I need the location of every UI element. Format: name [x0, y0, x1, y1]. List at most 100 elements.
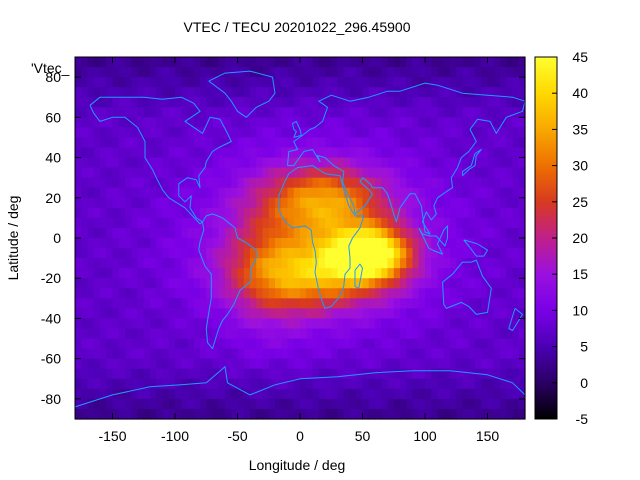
heat-cell: [200, 298, 207, 309]
heat-cell: [362, 388, 370, 400]
heat-cell: [318, 378, 326, 390]
heat-cell: [337, 227, 345, 239]
heat-cell: [93, 97, 101, 108]
heat-cell: [112, 338, 120, 350]
heat-cell: [137, 348, 145, 360]
heat-cell: [206, 308, 214, 320]
heat-cell: [206, 398, 214, 410]
heat-cell: [362, 57, 370, 68]
heat-cell: [243, 368, 251, 380]
heat-cell: [225, 107, 232, 118]
heat-cell: [481, 348, 489, 360]
heat-cell: [318, 328, 326, 340]
heat-cell: [368, 358, 376, 370]
heat-cell: [325, 318, 332, 330]
heat-cell: [456, 117, 464, 128]
heat-cell: [262, 318, 270, 330]
heat-cell: [312, 268, 320, 279]
heat-cell: [262, 107, 270, 118]
heat-cell: [443, 187, 451, 199]
heat-cell: [350, 268, 357, 279]
heat-cell: [118, 157, 126, 169]
heat-cell: [456, 358, 464, 370]
heat-cell: [218, 97, 226, 108]
heat-cell: [312, 338, 320, 350]
heat-cell: [293, 137, 301, 149]
heat-cell: [256, 67, 264, 78]
heat-cell: [275, 157, 282, 169]
heat-cell: [150, 97, 157, 108]
heat-cell: [506, 167, 514, 179]
heat-cell: [112, 97, 120, 108]
heat-cell: [143, 117, 151, 128]
heat-cell: [412, 348, 420, 360]
heat-cell: [237, 117, 245, 128]
heat-cell: [450, 278, 457, 289]
heat-cell: [225, 97, 232, 108]
heat-cell: [293, 177, 301, 189]
heat-cell: [93, 137, 101, 149]
heat-cell: [143, 107, 151, 118]
heat-cell: [343, 318, 351, 330]
heat-cell: [137, 308, 145, 320]
heat-cell: [181, 248, 189, 259]
heat-cell: [168, 187, 176, 199]
heat-cell: [356, 117, 364, 128]
heat-cell: [368, 278, 376, 289]
heat-cell: [150, 127, 157, 139]
heat-cell: [400, 368, 407, 380]
heat-cell: [337, 187, 345, 199]
heat-cell: [256, 167, 264, 179]
heat-cell: [181, 318, 189, 330]
heat-cell: [375, 238, 382, 249]
heat-cell: [306, 67, 314, 78]
heat-cell: [175, 87, 182, 98]
heat-cell: [212, 288, 220, 299]
heat-cell: [306, 187, 314, 199]
heat-cell: [193, 117, 201, 128]
heat-cell: [218, 227, 226, 239]
heat-cell: [300, 288, 307, 299]
heat-cell: [100, 388, 107, 400]
heat-cell: [131, 388, 139, 400]
heat-cell: [112, 408, 120, 420]
heat-cell: [425, 278, 432, 289]
heat-cell: [443, 318, 451, 330]
heat-cell: [318, 157, 326, 169]
heat-cell: [112, 117, 120, 128]
heat-cell: [287, 328, 295, 340]
heat-cell: [175, 117, 182, 128]
heat-cell: [306, 87, 314, 98]
heat-cell: [506, 217, 514, 229]
heat-cell: [93, 127, 101, 139]
heat-cell: [493, 187, 501, 199]
heat-cell: [175, 338, 182, 350]
heat-cell: [75, 378, 82, 390]
heat-cell: [381, 67, 389, 78]
heat-cell: [118, 388, 126, 400]
heat-cell: [506, 378, 514, 390]
heat-cell: [256, 177, 264, 189]
heat-cell: [225, 348, 232, 360]
heat-cell: [218, 338, 226, 350]
heat-cell: [93, 338, 101, 350]
heat-cell: [318, 187, 326, 199]
heat-cell: [356, 258, 364, 269]
heat-cell: [425, 127, 432, 139]
heat-cell: [443, 368, 451, 380]
heat-cell: [168, 197, 176, 209]
heat-cell: [318, 97, 326, 108]
heat-cell: [456, 167, 464, 179]
heat-cell: [87, 398, 95, 410]
heat-cell: [250, 77, 257, 88]
heat-cell: [318, 278, 326, 289]
heat-cell: [450, 167, 457, 179]
heat-cell: [150, 388, 157, 400]
heat-cell: [431, 358, 439, 370]
heat-cell: [93, 177, 101, 189]
heat-cell: [212, 328, 220, 340]
heat-cell: [481, 67, 489, 78]
heat-cell: [331, 97, 339, 108]
heat-cell: [150, 107, 157, 118]
heat-cell: [337, 248, 345, 259]
